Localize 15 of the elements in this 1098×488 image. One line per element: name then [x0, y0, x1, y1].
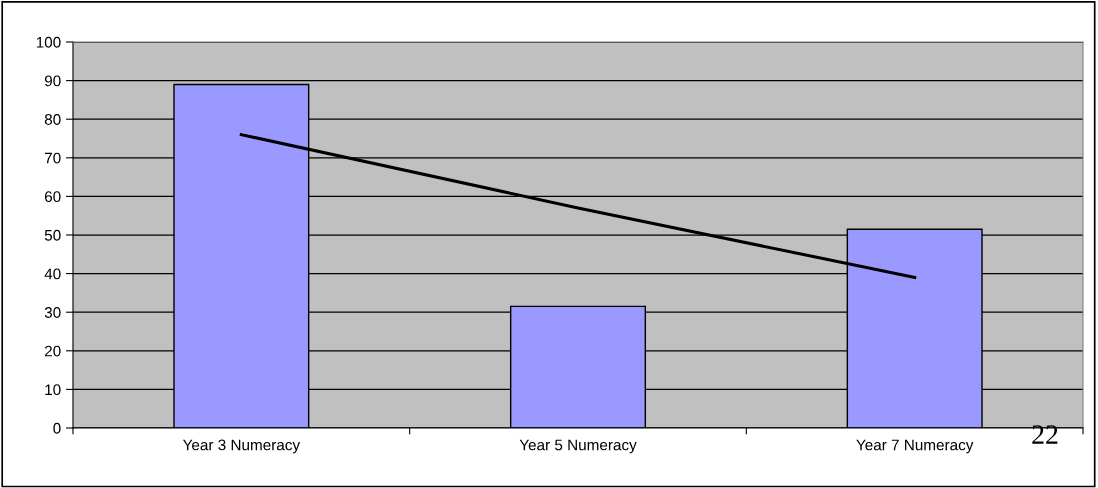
annotation: 22 [1032, 425, 1058, 444]
y-tick-label: 60 [44, 191, 61, 203]
y-tick-label: 90 [44, 75, 61, 87]
y-tick-label: 100 [36, 36, 61, 48]
x-tick-label: Year 7 Numeracy [856, 439, 974, 454]
y-tick-label: 70 [44, 152, 61, 164]
y-tick-label: 40 [44, 268, 61, 280]
y-tick-label: 10 [45, 384, 61, 396]
y-tick-label: 50 [44, 229, 61, 241]
x-tick-label: Year 3 Numeracy [182, 439, 301, 454]
y-tick-label: 20 [44, 345, 61, 357]
x-tick-label: Year 5 Numeracy [519, 439, 637, 454]
y-tick-label: 0 [53, 422, 61, 434]
y-tick-label: 80 [44, 114, 61, 125]
y-tick-label: 30 [44, 307, 61, 318]
